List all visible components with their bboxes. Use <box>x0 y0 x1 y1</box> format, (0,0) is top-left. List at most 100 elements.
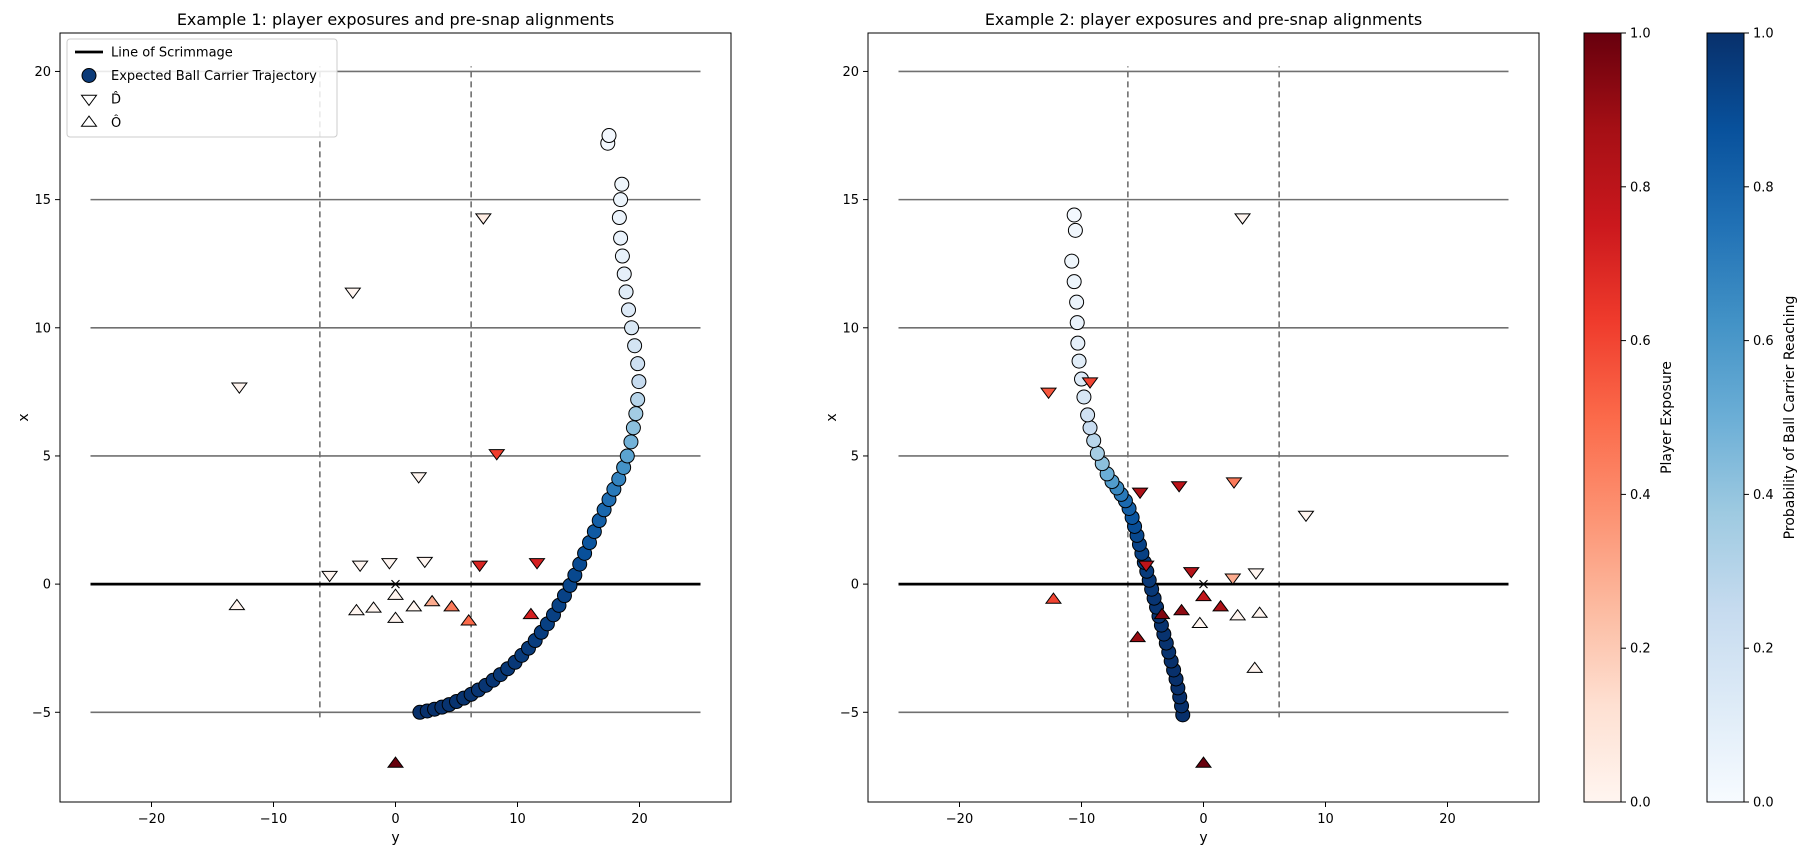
colorbar-tick-label: 0.0 <box>1753 796 1774 811</box>
trajectory-point <box>1080 407 1096 423</box>
y-tick-label: 0 <box>851 578 859 593</box>
defender-marker <box>1224 573 1242 585</box>
colorbar-tick-label: 0.6 <box>1753 334 1774 349</box>
trajectory-point <box>624 320 640 336</box>
legend-box <box>66 38 338 138</box>
defender-marker <box>1137 560 1155 573</box>
offense-marker <box>347 603 365 616</box>
offense-marker <box>1195 756 1212 768</box>
colorbar-tick-label: 0.8 <box>1630 180 1651 195</box>
trajectory-point <box>614 248 630 264</box>
offense-marker <box>460 614 478 626</box>
trajectory-point <box>628 406 644 422</box>
offense-marker <box>443 599 461 612</box>
trajectory-point <box>627 338 643 354</box>
trajectory-point <box>601 128 617 144</box>
offense-marker <box>228 598 246 611</box>
x-tick-label: 20 <box>631 812 648 827</box>
offense-marker <box>1229 608 1247 621</box>
trajectory-point <box>1082 420 1098 436</box>
x-tick-label: 10 <box>509 812 526 827</box>
chart-panel-2: −20 −10 0 10 20 −5 0 5 10 15 20 y x Example 2: player… <box>824 10 1540 846</box>
trajectory-point <box>618 284 634 300</box>
legend-down-triangle-icon <box>80 94 98 107</box>
x-tick-label: −10 <box>1068 812 1095 827</box>
colorbar-tick-label: 1.0 <box>1630 27 1651 42</box>
colorbar-gradient <box>1583 32 1622 803</box>
defender-marker <box>321 570 339 583</box>
defender-marker <box>1040 387 1058 400</box>
y-tick-label: 5 <box>43 449 51 464</box>
trajectory-point <box>1064 253 1080 269</box>
offense-marker <box>387 756 404 768</box>
defender-marker <box>1225 477 1243 489</box>
defender-marker <box>344 287 362 300</box>
trajectory-point <box>630 392 646 408</box>
x-tick-label: −20 <box>946 812 973 827</box>
trajectory-point <box>631 374 647 390</box>
x-tick-label: 0 <box>391 812 399 827</box>
chart-panel-1: −20 −10 0 10 20 −5 0 5 10 15 20 y x Example 1: player… <box>16 10 732 846</box>
colorbar-tick-label: 0.6 <box>1630 334 1651 349</box>
offense-marker <box>1173 603 1191 616</box>
y-tick-label: 15 <box>842 193 859 208</box>
colorbar-tick-label: 0.4 <box>1630 488 1651 503</box>
y-tick-label: −5 <box>840 706 859 721</box>
offense-marker <box>1153 607 1171 620</box>
trajectory-point <box>619 448 635 464</box>
defender-marker <box>474 213 492 225</box>
defender-marker <box>471 560 489 573</box>
snap-marker <box>391 579 400 589</box>
defender-marker <box>528 558 546 570</box>
trajectory-point <box>623 434 639 450</box>
offense-marker <box>1251 606 1269 618</box>
trajectory-point <box>630 356 646 372</box>
trajectory-point <box>1069 315 1085 331</box>
defender-marker <box>1247 568 1265 580</box>
defender-marker <box>380 558 398 570</box>
y-tick-label: 10 <box>842 321 859 336</box>
legend-label: Ô <box>111 115 121 131</box>
trajectory-point <box>1070 335 1086 351</box>
x-tick-label: −10 <box>260 812 287 827</box>
defender-marker <box>410 472 428 484</box>
defender-marker <box>1170 481 1188 493</box>
snap-marker <box>1199 579 1208 589</box>
trajectory-point <box>614 176 630 192</box>
offense-marker <box>365 601 383 613</box>
trajectory-point <box>1089 445 1105 461</box>
x-tick-label: −20 <box>138 812 165 827</box>
legend-label: Line of Scrimmage <box>111 46 233 61</box>
colorbar-tick-label: 0.8 <box>1753 180 1774 195</box>
offense-marker <box>1246 661 1264 673</box>
offense-marker <box>387 588 404 600</box>
trajectory-point <box>1069 294 1085 310</box>
defender-marker <box>1081 377 1099 389</box>
offense-marker <box>423 594 441 607</box>
x-tick-label: 20 <box>1439 812 1456 827</box>
trajectory-point <box>625 420 641 436</box>
x-tick-label: 10 <box>1317 812 1334 827</box>
x-axis-label: y <box>391 830 399 846</box>
legend-label: Expected Ball Carrier Trajectory <box>111 69 317 84</box>
colorbar-tick-label: 0.2 <box>1630 642 1651 657</box>
y-tick-label: 20 <box>34 65 51 80</box>
defender-marker <box>351 560 369 573</box>
colorbar-tick-label: 1.0 <box>1753 27 1774 42</box>
defender-marker <box>1182 567 1200 579</box>
offense-marker <box>1212 599 1230 612</box>
defender-marker <box>1297 510 1315 523</box>
legend-up-triangle-icon <box>80 115 98 127</box>
offense-marker <box>1191 616 1209 629</box>
legend: Line of Scrimmage Expected Ball Carrier T… <box>66 38 338 138</box>
colorbar-tick-label: 0.0 <box>1630 796 1651 811</box>
offense-marker <box>522 607 540 620</box>
trajectory-point <box>1071 353 1087 369</box>
chart-title: Example 2: player exposures and pre-snap… <box>985 10 1422 29</box>
y-axis-label: x <box>16 413 32 421</box>
y-tick-label: 5 <box>851 449 859 464</box>
trajectory-point <box>611 210 627 226</box>
offense-marker <box>1129 630 1147 643</box>
colorbar-tick-label: 0.4 <box>1753 488 1774 503</box>
